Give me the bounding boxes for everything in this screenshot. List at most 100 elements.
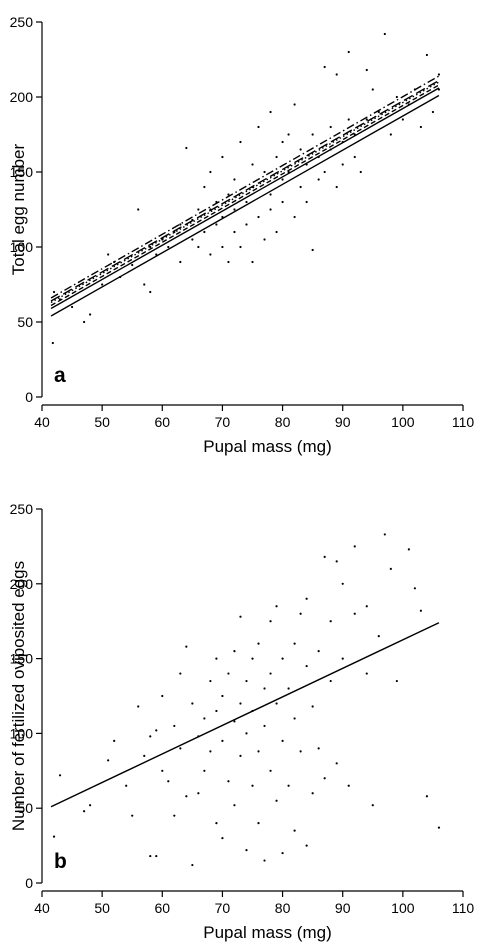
- chart-a-point: [215, 223, 218, 226]
- chart-b-point: [215, 657, 218, 660]
- chart-a-point: [263, 170, 266, 174]
- chart-b-point: [269, 769, 272, 772]
- chart-a-fit-line-dashed: [50, 84, 440, 307]
- chart-b-point: [365, 605, 368, 608]
- chart-b-panel-label: b: [54, 850, 67, 873]
- chart-b-y-tick-label: 150: [10, 651, 34, 667]
- chart-a-y-tick-label: 50: [17, 314, 33, 330]
- chart-a-point: [293, 103, 296, 106]
- chart-a-point: [197, 208, 200, 211]
- chart-a-x-axis-label: Pupal mass (mg): [203, 437, 331, 456]
- chart-b-point: [251, 657, 254, 660]
- chart-b-point: [275, 605, 278, 608]
- chart-a-x-tick-label: 60: [154, 414, 170, 430]
- chart-a-point: [251, 163, 254, 166]
- chart-a-point: [101, 283, 104, 286]
- chart-a-point: [281, 200, 284, 204]
- chart-b-point: [257, 822, 260, 825]
- chart-b-point: [185, 645, 188, 648]
- chart-a-point: [221, 155, 224, 159]
- chart-b-point: [413, 587, 416, 590]
- chart-b-point: [353, 545, 356, 548]
- chart-a-point: [323, 170, 326, 174]
- chart-b-point: [125, 784, 128, 787]
- chart-b-point: [179, 672, 182, 675]
- chart-a-point: [167, 245, 170, 249]
- chart-b-y-tick-label: 0: [25, 875, 33, 891]
- chart-b-point: [215, 822, 218, 825]
- chart-b-point: [52, 835, 56, 838]
- chart-b-point: [233, 804, 236, 807]
- chart-a-x-tick-label: 70: [215, 414, 231, 430]
- chart-b-point: [227, 672, 230, 675]
- chart-b-point: [227, 780, 230, 783]
- chart-a-point: [51, 341, 54, 345]
- chart-b-point: [203, 717, 206, 720]
- chart-b-x-tick-label: 80: [275, 900, 291, 916]
- chart-b-point: [257, 750, 260, 753]
- chart-b-point: [221, 837, 224, 840]
- chart-a-point: [83, 320, 86, 324]
- chart-b-point: [173, 814, 176, 817]
- chart-b-y-tick-label: 200: [10, 576, 34, 592]
- chart-b-point: [275, 702, 278, 705]
- chart-b-point: [335, 560, 338, 563]
- chart-a-point: [257, 215, 260, 219]
- chart-a-point: [341, 163, 344, 166]
- chart-a-x-tick-label: 40: [34, 414, 50, 430]
- chart-a-point: [269, 193, 272, 196]
- chart-b-point: [191, 863, 194, 867]
- chart-a-point: [329, 125, 332, 129]
- chart-b-point: [305, 844, 308, 847]
- chart-a-point: [233, 178, 236, 181]
- chart-a-point: [269, 110, 272, 114]
- chart-b-x-axis-label: Pupal mass (mg): [203, 923, 331, 942]
- chart-a-y-tick-label: 200: [10, 89, 34, 105]
- chart-a-fit-line-longdash: [50, 79, 440, 302]
- chart-a-point: [70, 305, 74, 309]
- chart-a-point: [191, 238, 194, 241]
- chart-b-point: [239, 615, 242, 618]
- chart-b-point: [293, 642, 296, 645]
- chart-b-point: [329, 620, 332, 623]
- chart-b-point: [263, 687, 266, 690]
- chart-a-point: [245, 200, 248, 204]
- chart-a-point: [209, 253, 212, 256]
- chart-b-point: [221, 694, 224, 698]
- chart-b-point: [281, 739, 284, 742]
- chart-b-x-tick-label: 110: [452, 900, 475, 916]
- chart-a-point: [131, 263, 134, 267]
- chart-b-point: [389, 567, 392, 570]
- chart-a-point: [437, 73, 441, 76]
- chart-b-point: [83, 810, 86, 813]
- chart-b-point: [383, 533, 386, 536]
- chart-a-point: [263, 238, 266, 241]
- chart-a-point: [311, 133, 314, 136]
- chart-b-point: [233, 650, 236, 653]
- chart-a-point: [365, 118, 368, 121]
- chart-b-point: [239, 754, 242, 757]
- chart-b-point: [395, 679, 398, 683]
- chart-b-point: [161, 769, 164, 772]
- chart-a-fit-line-dashdot: [50, 75, 440, 299]
- chart-b-point: [251, 784, 254, 787]
- chart-a-fit-line-solid: [50, 87, 440, 310]
- chart-a-fit-line-dotted: [50, 81, 440, 304]
- chart-b-point: [143, 754, 146, 757]
- chart-a-point: [287, 133, 290, 136]
- chart-b-point: [221, 739, 224, 742]
- chart-b-point: [197, 792, 200, 795]
- chart-b-point: [323, 555, 326, 558]
- chart-b-point: [281, 657, 284, 660]
- chart-a-point: [335, 73, 338, 76]
- chart-b-point: [269, 620, 272, 623]
- chart-a-point: [203, 185, 206, 189]
- chart-b-y-tick-label: 250: [10, 501, 34, 517]
- chart-a-point: [179, 260, 182, 264]
- chart-a-x-tick-label: 110: [452, 414, 475, 430]
- chart-a-point: [299, 185, 302, 189]
- chart-a-point: [323, 65, 326, 69]
- chart-a-y-tick-label: 0: [25, 389, 33, 405]
- chart-b-point: [191, 702, 194, 705]
- chart-b-point: [269, 672, 272, 675]
